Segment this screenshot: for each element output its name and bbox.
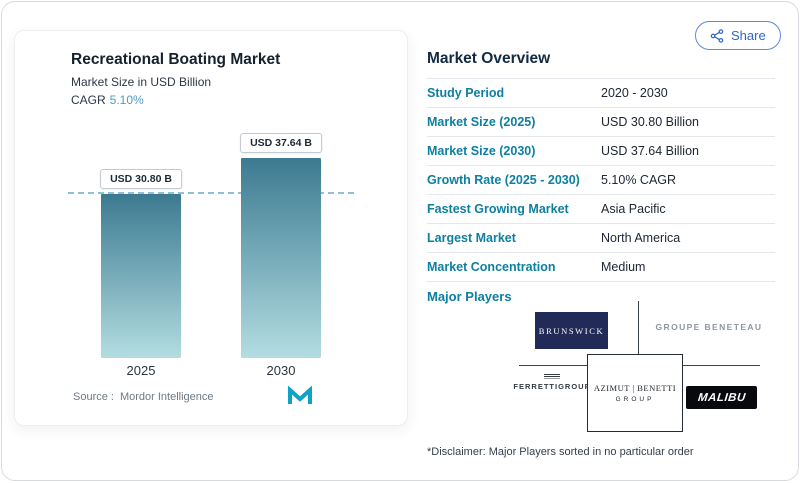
overview-row-value: North America [601, 231, 681, 245]
overview-row-label: Market Size (2025) [427, 115, 536, 129]
groupe-beneteau-logo: GROUPE BENETEAU [655, 322, 763, 332]
ferretti-group-logo: FERRETTIGROUP [513, 374, 591, 391]
mordor-intelligence-logo-icon [287, 385, 313, 411]
market-chart-card: Recreational Boating Market Market Size … [14, 30, 408, 426]
malibu-logo: MALIBU [686, 386, 757, 409]
bar-group-2025: USD 30.80 B [71, 118, 211, 358]
table-row: Market Size (2030) USD 37.64 Billion [427, 137, 775, 166]
overview-row-value: USD 30.80 Billion [601, 115, 699, 129]
azimut-logo-text: AZIMUT | BENETTI [593, 383, 677, 393]
table-row: Study Period 2020 - 2030 [427, 79, 775, 108]
brunswick-logo-text: BRUNSWICK [538, 325, 605, 336]
x-axis-label-2025: 2025 [126, 363, 156, 378]
disclaimer-text: *Disclaimer: Major Players sorted in no … [427, 446, 694, 458]
azimut-benetti-logo: AZIMUT | BENETTI GROUP [587, 354, 683, 432]
players-divider-vertical [638, 301, 639, 365]
bar-2030 [241, 158, 321, 358]
share-icon [710, 28, 724, 43]
overview-row-label: Study Period [427, 86, 505, 100]
chart-subtitle: Market Size in USD Billion [71, 75, 212, 89]
overview-table: Study Period 2020 - 2030 Market Size (20… [427, 78, 775, 282]
bar-group-2030: USD 37.64 B [211, 118, 351, 358]
azimut-logo-subtext: GROUP [615, 396, 655, 403]
chart-title: Recreational Boating Market [71, 51, 281, 68]
source-name: Mordor Intelligence [119, 391, 214, 403]
overview-row-value: 2020 - 2030 [601, 86, 668, 100]
share-button-label: Share [731, 28, 766, 43]
reference-line [68, 192, 354, 194]
x-axis-label-2030: 2030 [266, 363, 296, 378]
overview-row-label: Market Size (2030) [427, 144, 536, 158]
cagr-label: CAGR [71, 93, 106, 107]
overview-row-label: Market Concentration [427, 260, 556, 274]
chart-cagr: CAGR 5.10% [71, 93, 144, 107]
bar-value-label: USD 37.64 B [240, 133, 322, 153]
table-row: Market Concentration Medium [427, 253, 775, 282]
table-row: Market Size (2025) USD 30.80 Billion [427, 108, 775, 137]
overview-row-value: Medium [601, 260, 646, 274]
table-row: Fastest Growing Market Asia Pacific [427, 195, 775, 224]
source-attribution: Source : Mordor Intelligence [73, 391, 214, 403]
bar-2025 [101, 194, 181, 358]
ferretti-lines-icon [544, 374, 560, 379]
brunswick-logo: BRUNSWICK [535, 312, 608, 349]
overview-title: Market Overview [427, 50, 551, 67]
table-row: Largest Market North America [427, 224, 775, 253]
share-button[interactable]: Share [695, 21, 781, 50]
malibu-logo-text: MALIBU [697, 391, 746, 404]
overview-row-label: Largest Market [427, 231, 516, 245]
overview-row-label: Growth Rate (2025 - 2030) [427, 173, 580, 187]
cagr-value: 5.10% [109, 93, 144, 107]
source-prefix: Source : [73, 391, 114, 403]
overview-row-value: 5.10% CAGR [601, 173, 677, 187]
table-row: Growth Rate (2025 - 2030) 5.10% CAGR [427, 166, 775, 195]
ferretti-logo-text: FERRETTIGROUP [513, 382, 591, 391]
bar-chart: USD 30.80 B USD 37.64 B [68, 118, 354, 358]
overview-row-label: Fastest Growing Market [427, 202, 569, 216]
bar-value-label: USD 30.80 B [100, 169, 182, 189]
major-players-label: Major Players [427, 289, 512, 304]
overview-row-value: Asia Pacific [601, 202, 666, 216]
overview-row-value: USD 37.64 Billion [601, 144, 699, 158]
